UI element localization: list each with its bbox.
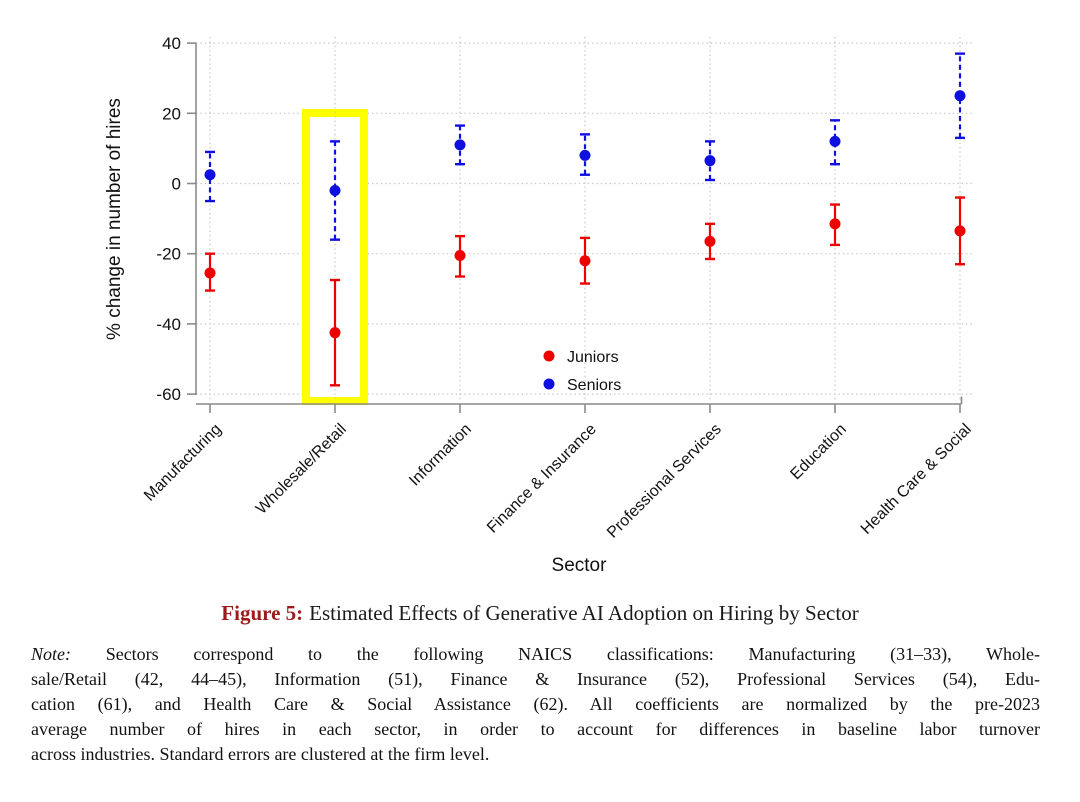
note-line-2: sale/Retail (42, 44–45), Information (51… (31, 669, 1040, 689)
x-axis-title: Sector (552, 555, 608, 576)
data-point (954, 90, 966, 102)
note-line-4: average number of hires in each sector, … (31, 719, 1040, 739)
data-point (829, 218, 841, 230)
legend-marker (543, 350, 555, 362)
category-label: Health Care & Social (858, 421, 975, 538)
note-line-5: across industries. Standard errors are c… (31, 744, 490, 764)
note-label: Note: (31, 644, 71, 664)
figure-note: Note: Sectors correspond to the followin… (31, 642, 1040, 767)
legend-label: Juniors (567, 349, 619, 366)
y-axis: 40 20 0 -20 -40 -60 % change in number of hire… (104, 34, 197, 404)
figure-caption-text: Estimated Effects of Generative AI Adopt… (309, 601, 859, 625)
hiring-by-sector-chart: 40 20 0 -20 -40 -60 % change in number of hire… (104, 34, 975, 576)
category-label: Manufacturing (141, 421, 225, 505)
data-point (329, 185, 341, 197)
figure-caption: Figure 5: Estimated Effects of Generative… (0, 601, 1080, 626)
category-label: Professional Services (604, 421, 725, 542)
y-tick-label: -20 (156, 245, 181, 264)
series-seniors (204, 52, 966, 241)
category-label: Wholesale/Retail (253, 421, 350, 518)
data-point (829, 135, 841, 147)
y-tick-label: -60 (156, 385, 181, 404)
data-point (329, 327, 341, 339)
data-point (954, 225, 966, 237)
y-tick-label: 40 (162, 34, 181, 53)
note-line-3: cation (61), and Health Care & Social As… (31, 694, 1040, 714)
y-tick-label: -40 (156, 315, 181, 334)
legend-marker (543, 378, 555, 390)
data-point (454, 139, 466, 151)
y-tick-label: 0 (172, 175, 181, 194)
category-label: Finance & Insurance (484, 421, 600, 537)
data-point (579, 149, 591, 161)
legend-label: Seniors (567, 377, 621, 394)
data-point (204, 267, 216, 279)
y-axis-title: % change in number of hires (104, 98, 125, 340)
data-point (579, 255, 591, 267)
series-juniors (204, 196, 966, 387)
figure-caption-label: Figure 5: (221, 601, 304, 625)
y-tick-label: 20 (162, 104, 181, 123)
data-point (454, 249, 466, 261)
data-point (704, 155, 716, 167)
note-line-1-text: Sectors correspond to the following NAIC… (71, 644, 1040, 664)
legend: Juniors Seniors (543, 349, 621, 394)
x-axis: Manufacturing Wholesale/Retail Information… (141, 396, 975, 576)
category-label: Education (787, 421, 849, 483)
note-line-1: Note: Sectors correspond to the followin… (31, 642, 1040, 667)
data-point (204, 169, 216, 181)
category-label: Information (406, 421, 475, 490)
data-point (704, 235, 716, 247)
